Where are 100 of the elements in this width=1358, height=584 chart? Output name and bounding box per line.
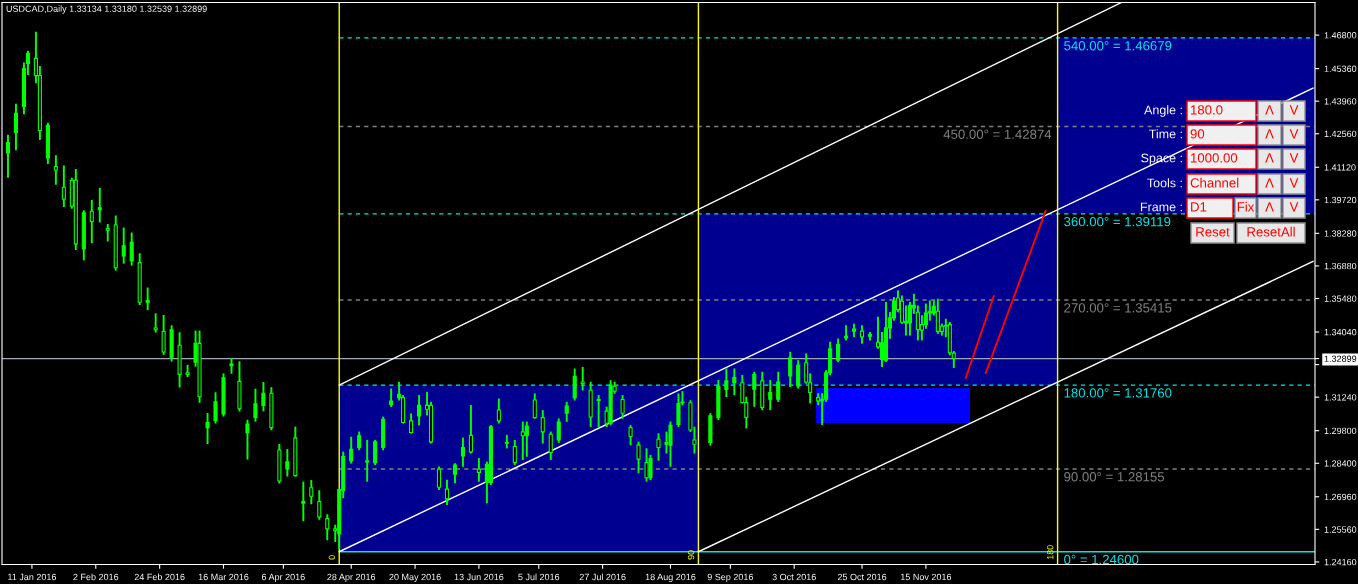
y-tick-label: 1.34040 (1324, 328, 1357, 336)
candlestick (496, 398, 501, 424)
candlestick (89, 200, 94, 244)
annotation: Fix (1237, 201, 1255, 212)
candlestick (548, 431, 553, 461)
candlestick (732, 368, 737, 396)
candlestick (436, 466, 442, 491)
annotation: 180.0 (1191, 105, 1223, 115)
annotation: D1 (1191, 202, 1207, 212)
candlestick (768, 379, 773, 411)
y-tick-label: 1.24160 (1324, 558, 1357, 566)
ref-line-label: 270.00° = 1.35415 (1064, 303, 1172, 313)
candlestick (724, 368, 729, 397)
candlestick (788, 351, 793, 387)
candlestick (161, 314, 166, 355)
y-tick-label: 1.43960 (1324, 98, 1357, 105)
y-tick-label: 1.41120 (1324, 164, 1356, 171)
candlestick (836, 338, 841, 363)
x-tick-label: 6 Apr 2016 (261, 573, 305, 582)
candlestick (53, 155, 58, 185)
annotation: Λ (1265, 129, 1274, 139)
y-tick-label: 1.32899 (1324, 355, 1357, 362)
candlestick (532, 393, 537, 419)
annotation: V (1289, 153, 1299, 163)
candlestick (512, 439, 517, 466)
candlestick (520, 421, 525, 461)
x-tick-label: 20 May 2016 (389, 573, 441, 582)
candlestick (452, 463, 458, 484)
y-tick-label: 1.31240 (1324, 394, 1357, 401)
candlestick (205, 412, 210, 444)
annotation: Channel (1190, 177, 1239, 188)
annotation: V (1289, 129, 1299, 139)
annotation: Time : (1149, 129, 1182, 139)
candlestick (556, 418, 561, 443)
candlestick (572, 368, 577, 401)
ref-line-label: 360.00° = 1.39119 (1064, 216, 1171, 227)
annotation: Λ (1265, 178, 1274, 188)
x-tick-label: 9 Sep 2016 (707, 573, 754, 582)
candlestick (460, 437, 465, 467)
candlestick (524, 421, 529, 457)
candlestick (596, 395, 601, 428)
candlestick (373, 439, 378, 466)
x-tick-label: 11 Jan 2016 (8, 573, 57, 581)
x-tick-label: 27 Jul 2016 (579, 573, 626, 581)
y-tick-label: 1.46800 (1324, 32, 1357, 39)
x-tick-label: 2 Feb 2016 (73, 573, 119, 581)
x-tick-label: 3 Oct 2016 (772, 573, 816, 581)
chart-title: USDCAD,Daily 1.33134 1.33180 1.32539 1.32899 (6, 5, 207, 14)
candlestick (153, 313, 158, 333)
candlestick (564, 401, 569, 422)
candlestick (409, 413, 414, 434)
candlestick (129, 232, 134, 266)
candlestick (676, 393, 681, 428)
y-tick-label: 1.39720 (1324, 196, 1357, 204)
x-tick-label: 13 Jun 2016 (454, 573, 504, 581)
annotation: 1000.00 (1191, 153, 1238, 163)
candlestick (145, 287, 150, 311)
y-tick-label: 1.42560 (1324, 130, 1357, 138)
candlestick (317, 490, 322, 520)
y-tick-label: 1.45360 (1324, 65, 1357, 72)
annotation: V (1289, 105, 1299, 115)
candlestick (5, 134, 11, 178)
candlestick (285, 449, 290, 477)
annotation: 90 (1190, 129, 1205, 139)
candlestick (105, 224, 110, 242)
ref-line-label: 0° = 1.24600 (1064, 554, 1139, 565)
y-tick-label: 1.38280 (1324, 230, 1357, 237)
y-tick-label: 1.25560 (1324, 526, 1357, 533)
x-tick-label: 28 Apr 2016 (327, 573, 376, 582)
candlestick (580, 366, 585, 391)
candlestick (325, 514, 330, 541)
candlestick (185, 364, 190, 377)
candlestick (628, 425, 633, 446)
x-tick-label: 18 Aug 2016 (645, 573, 696, 582)
candlestick (309, 479, 314, 505)
annotation: Λ (1265, 202, 1274, 212)
annotation: Λ (1265, 105, 1274, 115)
candlestick (253, 388, 258, 422)
annotation: 90 (687, 550, 695, 560)
candlestick (935, 298, 940, 334)
x-tick-label: 15 Nov 2016 (900, 573, 952, 581)
candlestick (636, 441, 641, 474)
x-tick-label: 16 Mar 2016 (198, 573, 249, 581)
candlestick (476, 458, 481, 482)
annotation: Angle : (1144, 105, 1182, 117)
candlestick (245, 419, 250, 460)
y-tick-label: 1.28400 (1324, 460, 1357, 467)
candlestick (796, 360, 801, 389)
candlestick (620, 395, 625, 419)
ref-line-label: 540.00° = 1.46679 (1064, 41, 1172, 51)
y-tick-label: 1.26960 (1324, 493, 1357, 501)
candlestick (776, 371, 781, 402)
annotation: Λ (1265, 153, 1274, 163)
candlestick (468, 405, 473, 454)
candlestick (97, 187, 102, 223)
candlestick (13, 103, 19, 151)
annotation: Tools : (1147, 178, 1182, 188)
y-tick-label: 1.35480 (1324, 295, 1357, 302)
candlestick (504, 434, 509, 449)
candlestick (301, 481, 306, 522)
